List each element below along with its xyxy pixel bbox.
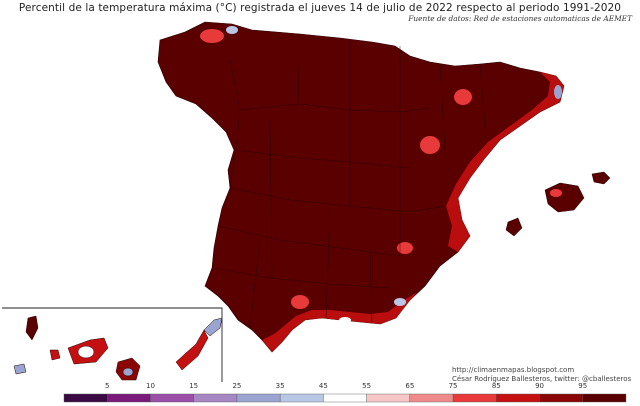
- mallorca: [544, 182, 585, 213]
- hot-spot-galicia: [200, 29, 224, 43]
- canary-islands: [13, 315, 223, 381]
- legend-swatch: [366, 393, 411, 403]
- legend-swatch: [539, 393, 583, 403]
- legend-swatch: [63, 393, 108, 403]
- hot-spot-lleida: [454, 89, 472, 105]
- south-coast-band: [262, 292, 418, 352]
- legend-label: 15: [189, 382, 199, 390]
- legend-swatch: [323, 393, 367, 403]
- legend-swatch: [150, 393, 194, 403]
- legend-label: 95: [578, 382, 588, 390]
- legend-swatch: [236, 393, 281, 403]
- hot-spot-granada: [291, 295, 309, 309]
- hot-spot-teruel: [420, 136, 440, 154]
- island-la-gomera: [49, 349, 61, 361]
- credits-url: http://climaenmapas.blogspot.com: [452, 366, 575, 374]
- legend-swatch: [279, 393, 324, 403]
- mallorca-warm: [550, 189, 562, 197]
- cool-spot-girona: [554, 85, 562, 99]
- legend-label: 65: [405, 382, 415, 390]
- map-title: Percentil de la temperatura máxima (°C) …: [18, 2, 622, 14]
- canary-inset-frame: [2, 307, 223, 382]
- gran-canaria-cool: [122, 367, 134, 377]
- legend-swatch: [107, 393, 151, 403]
- legend-swatch: [452, 393, 497, 403]
- credits-author: César Rodríguez Ballesteros, twitter: @c…: [452, 375, 632, 383]
- cool-spot-malaga: [339, 317, 351, 323]
- tenerife-peak: [77, 345, 95, 359]
- cool-spot-almeria: [394, 298, 406, 306]
- menorca: [591, 171, 611, 185]
- island-el-hierro: [13, 363, 27, 375]
- data-source: Fuente de datos: Red de estaciones autom…: [408, 14, 632, 23]
- legend-label: 85: [491, 382, 501, 390]
- legend-label: 25: [232, 382, 242, 390]
- color-legend: [63, 393, 627, 403]
- legend-swatch: [409, 393, 454, 403]
- credits: http://climaenmapas.blogspot.com César R…: [452, 366, 631, 384]
- east-coast-band: [446, 72, 564, 252]
- legend-label: 75: [448, 382, 458, 390]
- legend-label: 55: [362, 382, 372, 390]
- legend-swatch: [496, 393, 540, 403]
- legend-label: 90: [535, 382, 544, 390]
- legend-label: 10: [145, 382, 155, 390]
- island-fuerteventura: [175, 329, 209, 371]
- island-la-palma: [25, 315, 39, 341]
- peninsula-shape: [157, 21, 565, 353]
- legend-swatch: [193, 393, 238, 403]
- legend-swatch: [582, 393, 627, 403]
- legend-label: 5: [104, 382, 110, 390]
- hot-spot-albacete: [397, 242, 413, 254]
- island-lanzarote: [203, 317, 223, 337]
- cool-spot-galicia: [226, 26, 238, 34]
- province-borders: [213, 33, 487, 329]
- legend-label: 45: [318, 382, 328, 390]
- ibiza: [505, 217, 523, 237]
- legend-label: 35: [275, 382, 285, 390]
